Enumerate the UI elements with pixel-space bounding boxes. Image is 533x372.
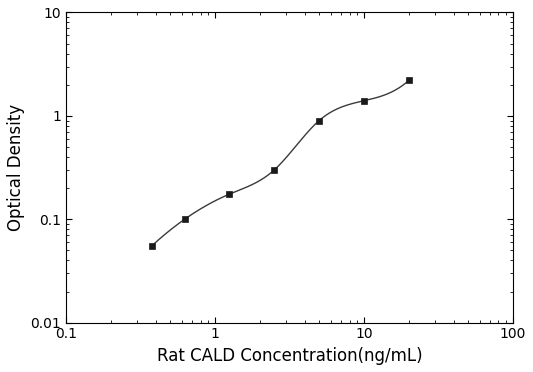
Y-axis label: Optical Density: Optical Density (7, 104, 25, 231)
X-axis label: Rat CALD Concentration(ng/mL): Rat CALD Concentration(ng/mL) (157, 347, 422, 365)
